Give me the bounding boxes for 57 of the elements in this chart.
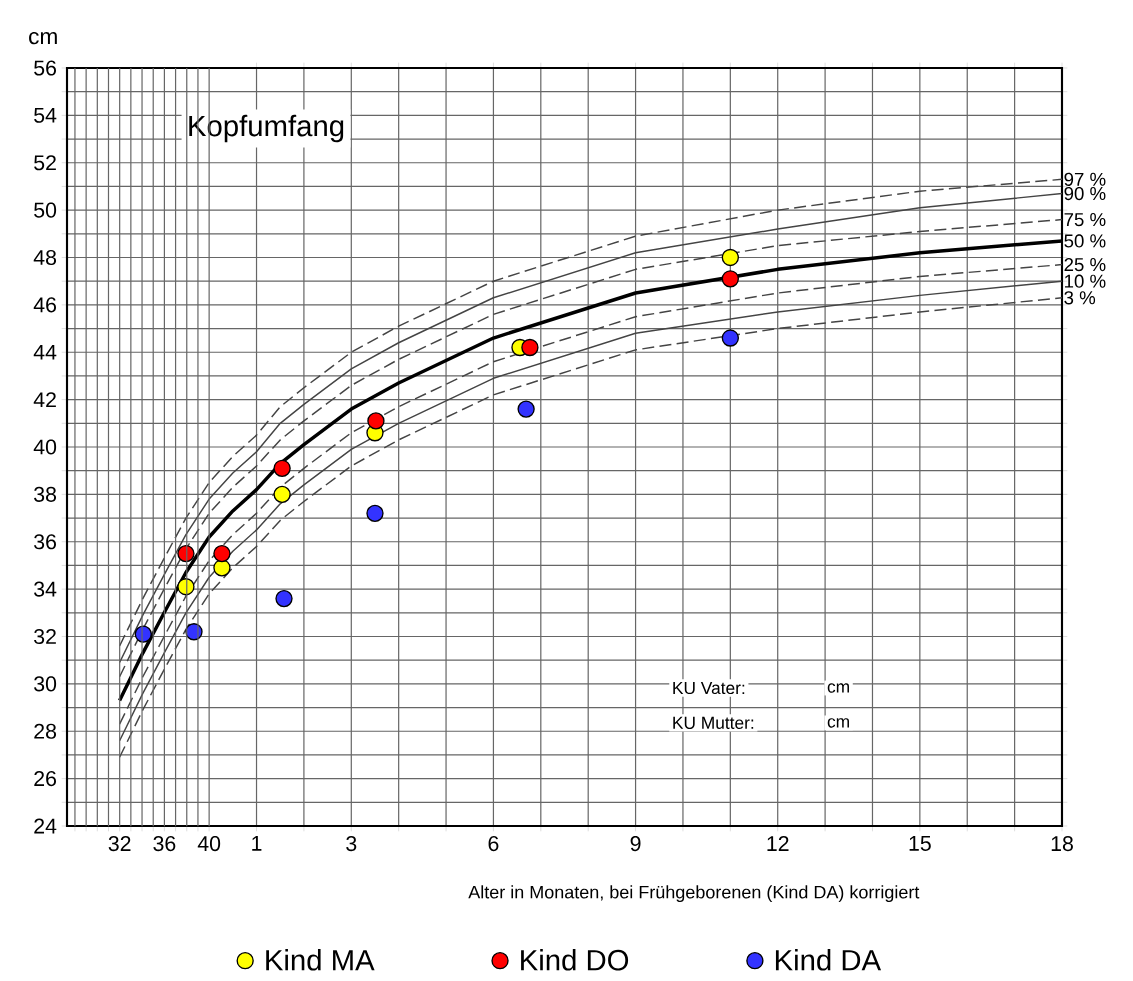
annotation: KU Mutter:	[673, 716, 754, 729]
x-tick-label: 1	[252, 836, 262, 851]
point	[721, 270, 740, 288]
y-tick-label: 52	[34, 155, 56, 171]
point	[177, 578, 195, 596]
series-label: 50 %	[1064, 234, 1106, 248]
point	[273, 485, 291, 504]
y-tick-label: 30	[34, 676, 57, 692]
point	[521, 338, 539, 357]
series-label: 10 %	[1065, 274, 1106, 288]
y-tick-label: 40	[33, 439, 57, 455]
x-tick-label: 6	[488, 836, 499, 852]
x-axis-title: Alter in Monaten, bei Frühgeborenen (Kind DA) korrigiert	[468, 885, 920, 903]
y-tick-label: 48	[33, 249, 57, 266]
y-tick-label: 50	[34, 202, 57, 218]
legend-label: Kind DO	[521, 949, 629, 971]
y-tick-label: 36	[34, 534, 57, 550]
x-tick-label: 9	[630, 836, 641, 852]
series-label: 75 %	[1064, 213, 1106, 227]
y-tick-label: 54	[34, 107, 57, 123]
legend-label: Kind MA	[266, 949, 375, 971]
series-label: 90 %	[1064, 186, 1106, 201]
annotation: cm	[827, 718, 849, 728]
x2-tick-label: 32	[108, 836, 131, 852]
y-axis-title: cm	[29, 31, 57, 45]
point	[721, 329, 740, 347]
y-tick-label: 42	[33, 392, 56, 408]
x2-tick-label: 40	[197, 836, 221, 852]
y-tick-label: 56	[34, 60, 57, 76]
point	[366, 504, 384, 522]
y-tick-label: 46	[33, 297, 57, 313]
y-tick-label: 24	[34, 818, 57, 834]
y-tick-label: 26	[34, 771, 57, 787]
point	[273, 459, 291, 477]
series-label: 25 %	[1064, 257, 1106, 272]
y-tick-label: 28	[34, 723, 57, 739]
x-tick-label: 12	[767, 836, 789, 851]
point	[517, 400, 535, 418]
point	[213, 544, 231, 563]
series-label: 3 %	[1064, 291, 1096, 305]
y-tick-label: 32	[34, 628, 56, 645]
x-tick-label: 15	[909, 836, 931, 851]
x2-tick-label: 36	[153, 836, 176, 852]
series-label: 97 %	[1064, 172, 1106, 186]
y-tick-label: 38	[34, 486, 57, 502]
point	[275, 589, 293, 608]
point	[177, 544, 195, 563]
x-tick-label: 3	[346, 836, 357, 852]
annotation: KU Vater:	[673, 681, 745, 695]
y-tick-label: 44	[33, 344, 57, 360]
text: Kopfumfang	[189, 114, 344, 143]
point	[367, 412, 385, 430]
y-tick-label: 34	[34, 581, 57, 597]
legend-label: Kind DA	[775, 949, 882, 971]
point	[721, 248, 740, 267]
annotation: cm	[827, 683, 849, 693]
x-tick-label: 18	[1051, 836, 1073, 852]
